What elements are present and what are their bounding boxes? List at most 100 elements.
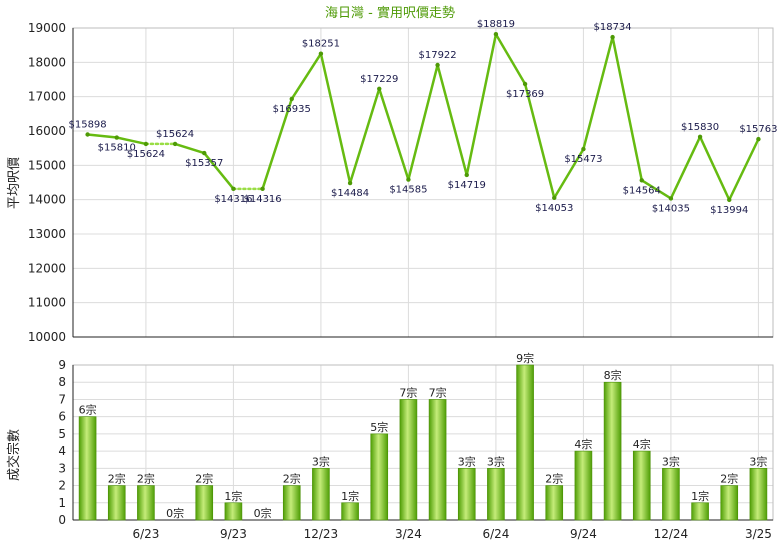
price-line-segment [290,52,323,101]
count-bar [574,450,593,521]
count-bar-label: 7宗 [399,385,417,399]
price-point [347,180,353,186]
price-line-segment [494,32,527,86]
price-point [727,197,732,203]
x-tick-label: 6/24 [482,527,509,541]
count-bar-label: 0宗 [254,506,272,520]
price-tick-label: 17000 [28,90,66,104]
price-line-segment [319,52,352,185]
count-bar-label: 7宗 [429,385,447,399]
count-bar-label: 3宗 [458,454,476,468]
price-point-label: $16935 [273,104,311,115]
price-line-segment [465,32,498,177]
count-bar-label: 1宗 [691,489,709,503]
price-point [289,96,294,102]
price-point-label: $15810 [98,143,136,154]
line-layer [85,32,761,203]
price-point [202,150,207,156]
price-point [85,132,90,137]
count-bar-label: 4宗 [574,437,592,451]
price-line-segment [523,82,556,200]
count-bar [516,364,534,521]
count-bar [341,502,359,521]
count-bar [749,468,768,521]
count-tick-label: 3 [58,461,66,475]
price-point-label: $15473 [564,154,602,165]
price-point [493,32,499,37]
count-bar-label: 2宗 [108,472,126,486]
count-tick-label: 1 [58,496,66,510]
count-bar-label: 1宗 [224,489,242,503]
price-point-label: $13994 [710,205,748,216]
grid-layer [73,27,773,521]
price-tick-label: 14000 [28,193,66,207]
count-bar [457,468,476,521]
price-line-segment [436,63,468,177]
count-axis-label: 成交宗數 [6,429,22,481]
price-point [668,196,674,201]
count-bar [78,416,97,521]
count-bar [224,502,243,521]
price-point-label: $14035 [652,203,690,214]
price-line-segment [640,179,673,200]
count-bar-label: 4宗 [633,437,651,451]
x-tick-label: 3/25 [745,527,772,541]
price-point-label: $15624 [127,149,165,160]
price-point [231,186,236,192]
count-tick-label: 5 [58,427,66,441]
price-point-label: $18734 [593,22,631,33]
count-bar [107,485,126,521]
price-point-label: $15624 [156,129,194,140]
price-line-segment [86,133,118,139]
price-point-label: $14316 [243,194,281,205]
price-tick-label: 12000 [28,261,66,275]
price-point-label: $15357 [185,158,223,169]
price-point [639,178,644,183]
price-point-label: $17229 [360,74,398,85]
price-point [143,141,149,147]
price-line-segment [261,97,293,191]
price-point [172,141,178,147]
count-tick-label: 6 [58,410,66,424]
count-bar [487,468,505,521]
price-point [610,34,615,40]
price-point [435,62,440,68]
x-tick-label: 6/23 [132,527,159,541]
price-line-segment [611,35,643,182]
count-bar [428,399,447,521]
price-point [377,86,382,92]
x-tick-label: 9/24 [570,527,597,541]
price-point-label: $15830 [681,122,719,133]
price-line-segment [115,136,148,146]
price-line-segment [553,147,585,200]
price-tick-label: 11000 [28,296,66,310]
price-point-label: $14484 [331,188,369,199]
price-line-segment [669,135,702,200]
count-bar [545,485,564,521]
x-tick-label: 3/24 [395,527,422,541]
price-point [406,177,411,182]
count-bar-label: 8宗 [604,368,622,382]
count-bar-label: 3宗 [749,454,767,468]
count-bar [137,485,155,521]
price-line-segment [173,142,206,155]
count-bar-label: 3宗 [312,454,330,468]
price-point [260,186,265,192]
count-bar [195,485,214,521]
count-bar-label: 3宗 [487,454,505,468]
price-point [697,134,703,140]
count-bar-label: 6宗 [79,403,97,417]
price-line-segment [582,35,614,151]
price-point-label: $14053 [535,203,573,214]
axis-layer: 10000 11000 12000 13000 14000 15000 16000 17000… [28,21,772,541]
price-point-label: $14316 [214,194,252,205]
price-point-label: $18251 [302,39,340,50]
price-line-segment [378,87,410,181]
price-line-segment [698,135,731,202]
count-bar [399,399,418,521]
frame-layer [72,27,774,521]
count-bar-label: 2宗 [720,472,738,486]
chart-title: 海日灣 - 實用呎價走勢 [325,5,455,21]
price-point [552,195,557,201]
